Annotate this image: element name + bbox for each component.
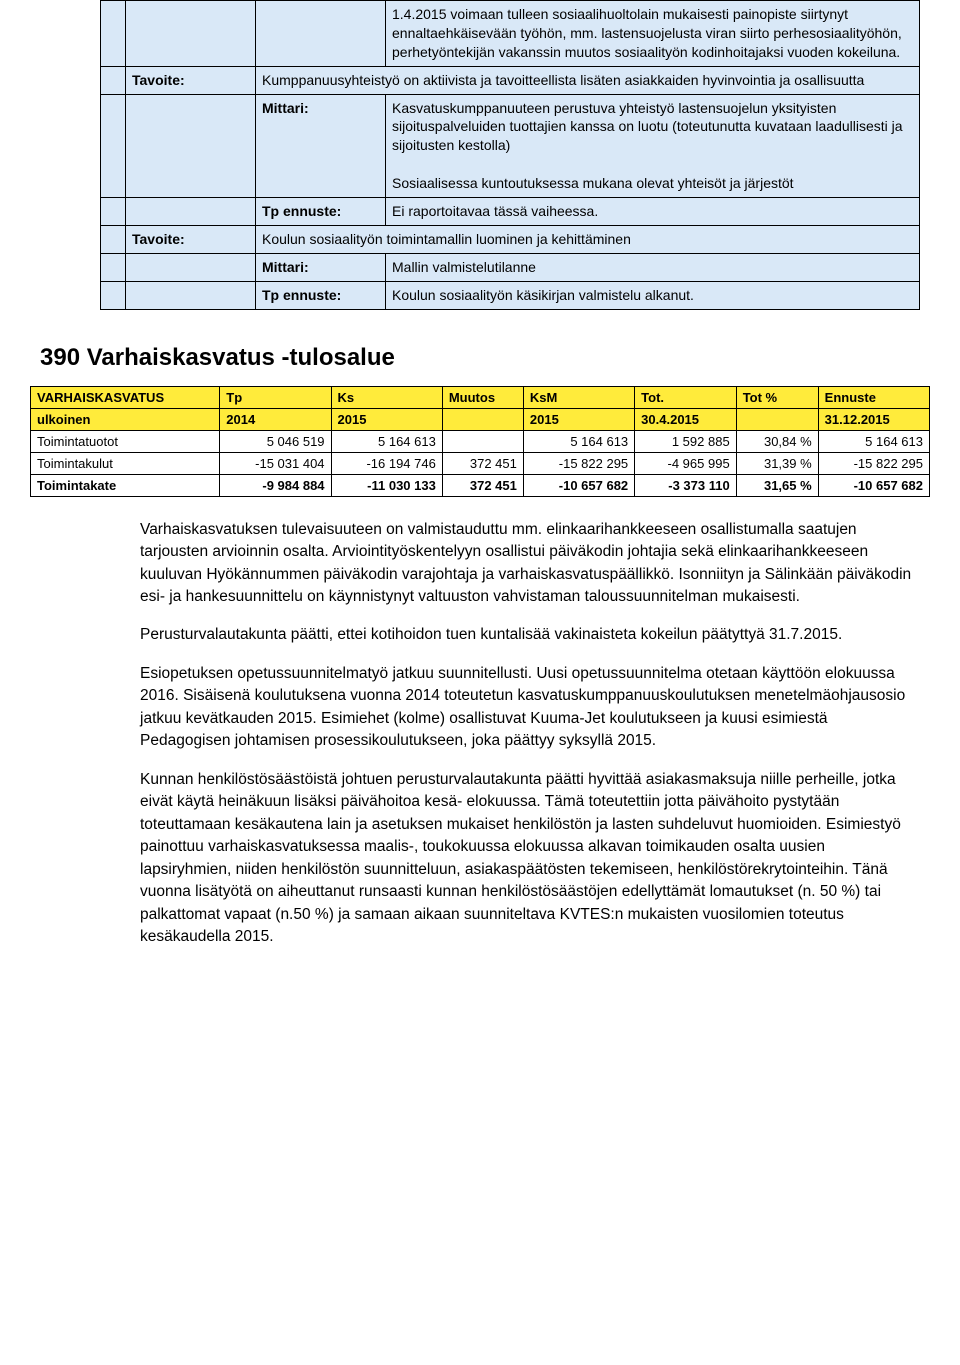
goal-value: Kasvatuskumppanuuteen perustuva yhteisty…: [386, 94, 920, 197]
goal-spacer: [126, 281, 256, 309]
fin-col-header: Tot %: [736, 386, 818, 408]
fin-cell: -3 373 110: [635, 474, 737, 496]
goal-value: 1.4.2015 voimaan tulleen sosiaalihuoltol…: [386, 1, 920, 67]
fin-cell: 5 046 519: [220, 430, 331, 452]
goal-value: Mallin valmistelutilanne: [386, 253, 920, 281]
fin-row: Toimintatuotot5 046 5195 164 6135 164 61…: [31, 430, 930, 452]
fin-cell: -11 030 133: [331, 474, 442, 496]
fin-col-subheader: 30.4.2015: [635, 408, 737, 430]
goal-spacer: [126, 198, 256, 226]
fin-row: Toimintakulut-15 031 404-16 194 746372 4…: [31, 452, 930, 474]
goal-row: Tavoite: Koulun sosiaalityön toimintamal…: [101, 225, 920, 253]
goal-label: [256, 1, 386, 67]
fin-col-subheader: 2015: [523, 408, 634, 430]
fin-cell: [442, 430, 523, 452]
fin-cell: 5 164 613: [331, 430, 442, 452]
fin-cell: 372 451: [442, 474, 523, 496]
fin-col-header: Ks: [331, 386, 442, 408]
fin-cell: 31,65 %: [736, 474, 818, 496]
paragraph: Kunnan henkilöstösäästöistä johtuen peru…: [140, 769, 920, 949]
fin-row-name: Toimintakulut: [31, 452, 220, 474]
fin-cell: 31,39 %: [736, 452, 818, 474]
fin-row-name: Toimintatuotot: [31, 430, 220, 452]
goal-value: Koulun sosiaalityön toimintamallin luomi…: [256, 225, 920, 253]
fin-cell: -4 965 995: [635, 452, 737, 474]
goal-label: Tp ennuste:: [256, 281, 386, 309]
financial-table: VARHAISKASVATUS Tp Ks Muutos KsM Tot. To…: [30, 386, 930, 497]
fin-cell: -15 822 295: [818, 452, 929, 474]
goal-spacer: [126, 253, 256, 281]
goal-label: Tp ennuste:: [256, 198, 386, 226]
paragraph: Esiopetuksen opetussuunnitelmatyö jatkuu…: [140, 663, 920, 753]
fin-header-bot: ulkoinen 2014 2015 2015 30.4.2015 31.12.…: [31, 408, 930, 430]
fin-col-subheader: 2014: [220, 408, 331, 430]
goal-row: 1.4.2015 voimaan tulleen sosiaalihuoltol…: [101, 1, 920, 67]
goal-label: Mittari:: [256, 253, 386, 281]
fin-cell: -10 657 682: [818, 474, 929, 496]
goal-spacer: [126, 94, 256, 197]
goal-spacer: [101, 281, 126, 309]
goal-spacer: [101, 225, 126, 253]
goal-row: Tavoite: Kumppanuusyhteistyö on aktiivis…: [101, 66, 920, 94]
paragraph: Varhaiskasvatuksen tulevaisuuteen on val…: [140, 519, 920, 609]
goals-table: 1.4.2015 voimaan tulleen sosiaalihuoltol…: [100, 0, 920, 310]
paragraph: Perusturvalautakunta päätti, ettei kotih…: [140, 624, 920, 646]
fin-col-header: Ennuste: [818, 386, 929, 408]
goal-value: Ei raportoitavaa tässä vaiheessa.: [386, 198, 920, 226]
fin-cell: 5 164 613: [523, 430, 634, 452]
section-heading: 390 Varhaiskasvatus -tulosalue: [40, 344, 960, 372]
goal-label: Tavoite:: [126, 66, 256, 94]
goal-value: Kumppanuusyhteistyö on aktiivista ja tav…: [256, 66, 920, 94]
goal-label: Mittari:: [256, 94, 386, 197]
fin-cell: -15 822 295: [523, 452, 634, 474]
fin-cell: 372 451: [442, 452, 523, 474]
fin-row-name: Toimintakate: [31, 474, 220, 496]
fin-col-subheader: 31.12.2015: [818, 408, 929, 430]
goal-spacer: [101, 66, 126, 94]
goal-spacer: [101, 1, 126, 67]
goal-label: Tavoite:: [126, 225, 256, 253]
fin-cell: -15 031 404: [220, 452, 331, 474]
fin-header-top: VARHAISKASVATUS Tp Ks Muutos KsM Tot. To…: [31, 386, 930, 408]
goal-row: Mittari: Kasvatuskumppanuuteen perustuva…: [101, 94, 920, 197]
fin-col-subheader: [442, 408, 523, 430]
goal-row: Tp ennuste: Ei raportoitavaa tässä vaihe…: [101, 198, 920, 226]
fin-cell: 5 164 613: [818, 430, 929, 452]
goal-row: Tp ennuste: Koulun sosiaalityön käsikirj…: [101, 281, 920, 309]
fin-col-subheader: 2015: [331, 408, 442, 430]
fin-col-subheader: [736, 408, 818, 430]
goal-spacer: [126, 1, 256, 67]
fin-row: Toimintakate-9 984 884-11 030 133372 451…: [31, 474, 930, 496]
fin-header-title: VARHAISKASVATUS: [31, 386, 220, 408]
body-text: Varhaiskasvatuksen tulevaisuuteen on val…: [140, 519, 920, 949]
fin-cell: 30,84 %: [736, 430, 818, 452]
goal-spacer: [101, 253, 126, 281]
fin-cell: -10 657 682: [523, 474, 634, 496]
fin-col-header: Tp: [220, 386, 331, 408]
goal-row: Mittari: Mallin valmistelutilanne: [101, 253, 920, 281]
fin-col-header: Muutos: [442, 386, 523, 408]
goal-value: Koulun sosiaalityön käsikirjan valmistel…: [386, 281, 920, 309]
goal-spacer: [101, 94, 126, 197]
goal-spacer: [101, 198, 126, 226]
fin-cell: -9 984 884: [220, 474, 331, 496]
fin-cell: -16 194 746: [331, 452, 442, 474]
fin-cell: 1 592 885: [635, 430, 737, 452]
fin-header-subtitle: ulkoinen: [31, 408, 220, 430]
fin-col-header: Tot.: [635, 386, 737, 408]
fin-col-header: KsM: [523, 386, 634, 408]
